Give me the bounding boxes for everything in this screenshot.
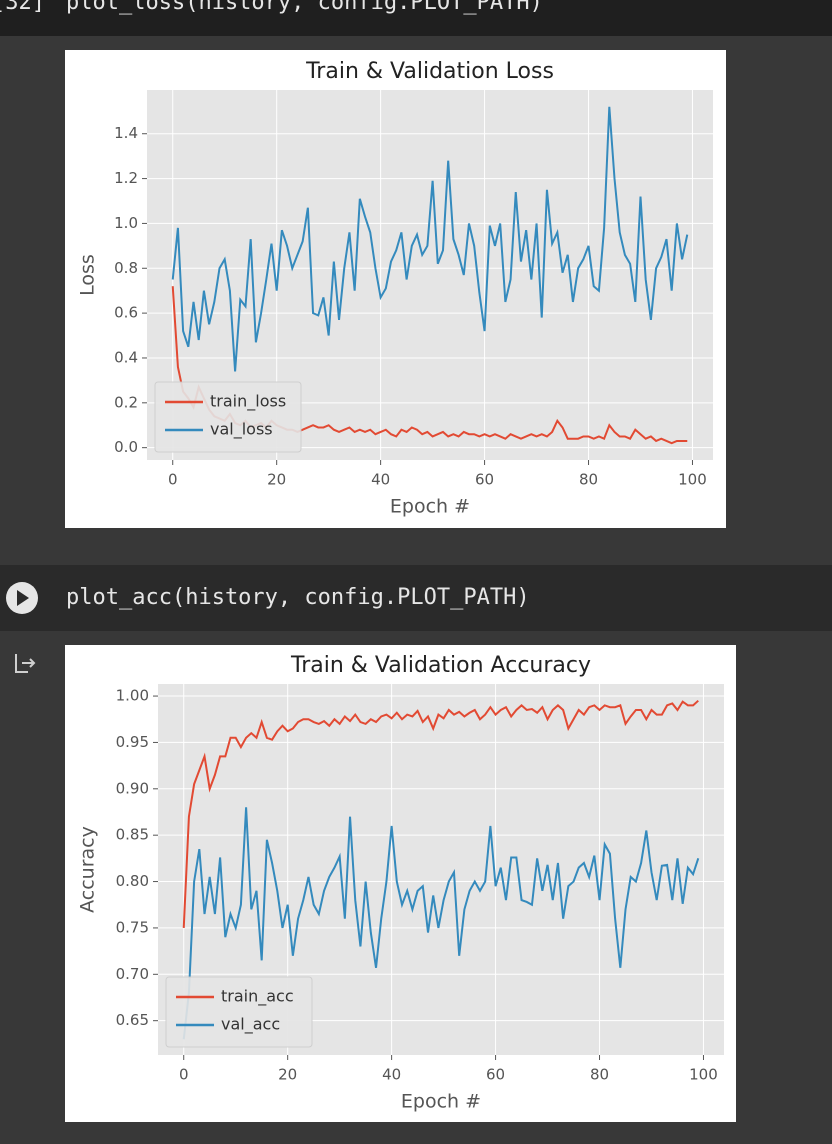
series-line <box>171 106 689 372</box>
y-tick-label: 0.85 <box>116 826 149 844</box>
run-button[interactable] <box>6 582 38 614</box>
y-tick-label: 1.00 <box>116 687 149 705</box>
legend-label: train_acc <box>221 987 294 1007</box>
x-tick-label: 40 <box>371 471 390 489</box>
x-axis-label: Epoch # <box>390 496 470 518</box>
legend-label: val_acc <box>221 1015 280 1035</box>
series-line <box>182 699 699 928</box>
y-axis-label: Accuracy <box>77 826 99 913</box>
x-tick-label: 40 <box>382 1066 401 1084</box>
y-tick-label: 0.80 <box>116 872 149 890</box>
y-tick-label: 0.95 <box>116 733 149 751</box>
legend-label: train_loss <box>210 392 286 412</box>
y-tick-label: 0.6 <box>114 304 138 322</box>
chart: Train & Validation Loss 0 20 40 60 80 100 0.0 0.… <box>65 50 726 528</box>
code-line: plot_loss(history, config.PLOT_PATH) <box>66 0 543 15</box>
y-tick-label: 0.0 <box>114 438 138 456</box>
output-icon-frame <box>15 654 28 673</box>
y-tick-label: 0.70 <box>116 965 149 983</box>
x-tick-label: 80 <box>579 471 598 489</box>
x-tick-label: 60 <box>486 1066 505 1084</box>
run-icon[interactable] <box>17 590 29 606</box>
x-tick-label: 100 <box>678 471 707 489</box>
code-line: plot_acc(history, config.PLOT_PATH) <box>66 585 530 610</box>
x-tick-label: 60 <box>475 471 494 489</box>
x-tick-label: 20 <box>267 471 286 489</box>
y-axis-label: Loss <box>77 254 99 296</box>
output-icon-arrow <box>22 658 36 668</box>
x-tick-label: 20 <box>278 1066 297 1084</box>
x-tick-label: 0 <box>168 471 178 489</box>
y-tick-label: 0.90 <box>116 779 149 797</box>
output-icon <box>15 654 36 673</box>
x-tick-label: 80 <box>590 1066 609 1084</box>
chart: Train & Validation Accuracy 0 20 40 60 80 100 0… <box>65 645 736 1122</box>
y-tick-label: 0.75 <box>116 918 149 936</box>
x-tick-label: 0 <box>179 1066 189 1084</box>
chart-title: Train & Validation Accuracy <box>290 653 591 678</box>
x-tick-label: 100 <box>689 1066 718 1084</box>
y-tick-label: 1.2 <box>114 169 138 187</box>
execution-count: [32] <box>0 0 45 15</box>
y-tick-label: 1.4 <box>114 124 138 142</box>
code-cell <box>0 565 832 631</box>
legend-box <box>165 976 313 1048</box>
y-tick-label: 0.65 <box>116 1011 149 1029</box>
y-tick-label: 1.0 <box>114 214 138 232</box>
y-tick-label: 0.2 <box>114 393 138 411</box>
legend-box <box>154 381 302 453</box>
series-line <box>182 807 700 1040</box>
legend-label: val_loss <box>210 420 273 440</box>
chart-title: Train & Validation Loss <box>305 59 554 84</box>
y-tick-label: 0.4 <box>114 348 138 366</box>
x-axis-label: Epoch # <box>401 1091 481 1113</box>
y-tick-label: 0.8 <box>114 259 138 277</box>
